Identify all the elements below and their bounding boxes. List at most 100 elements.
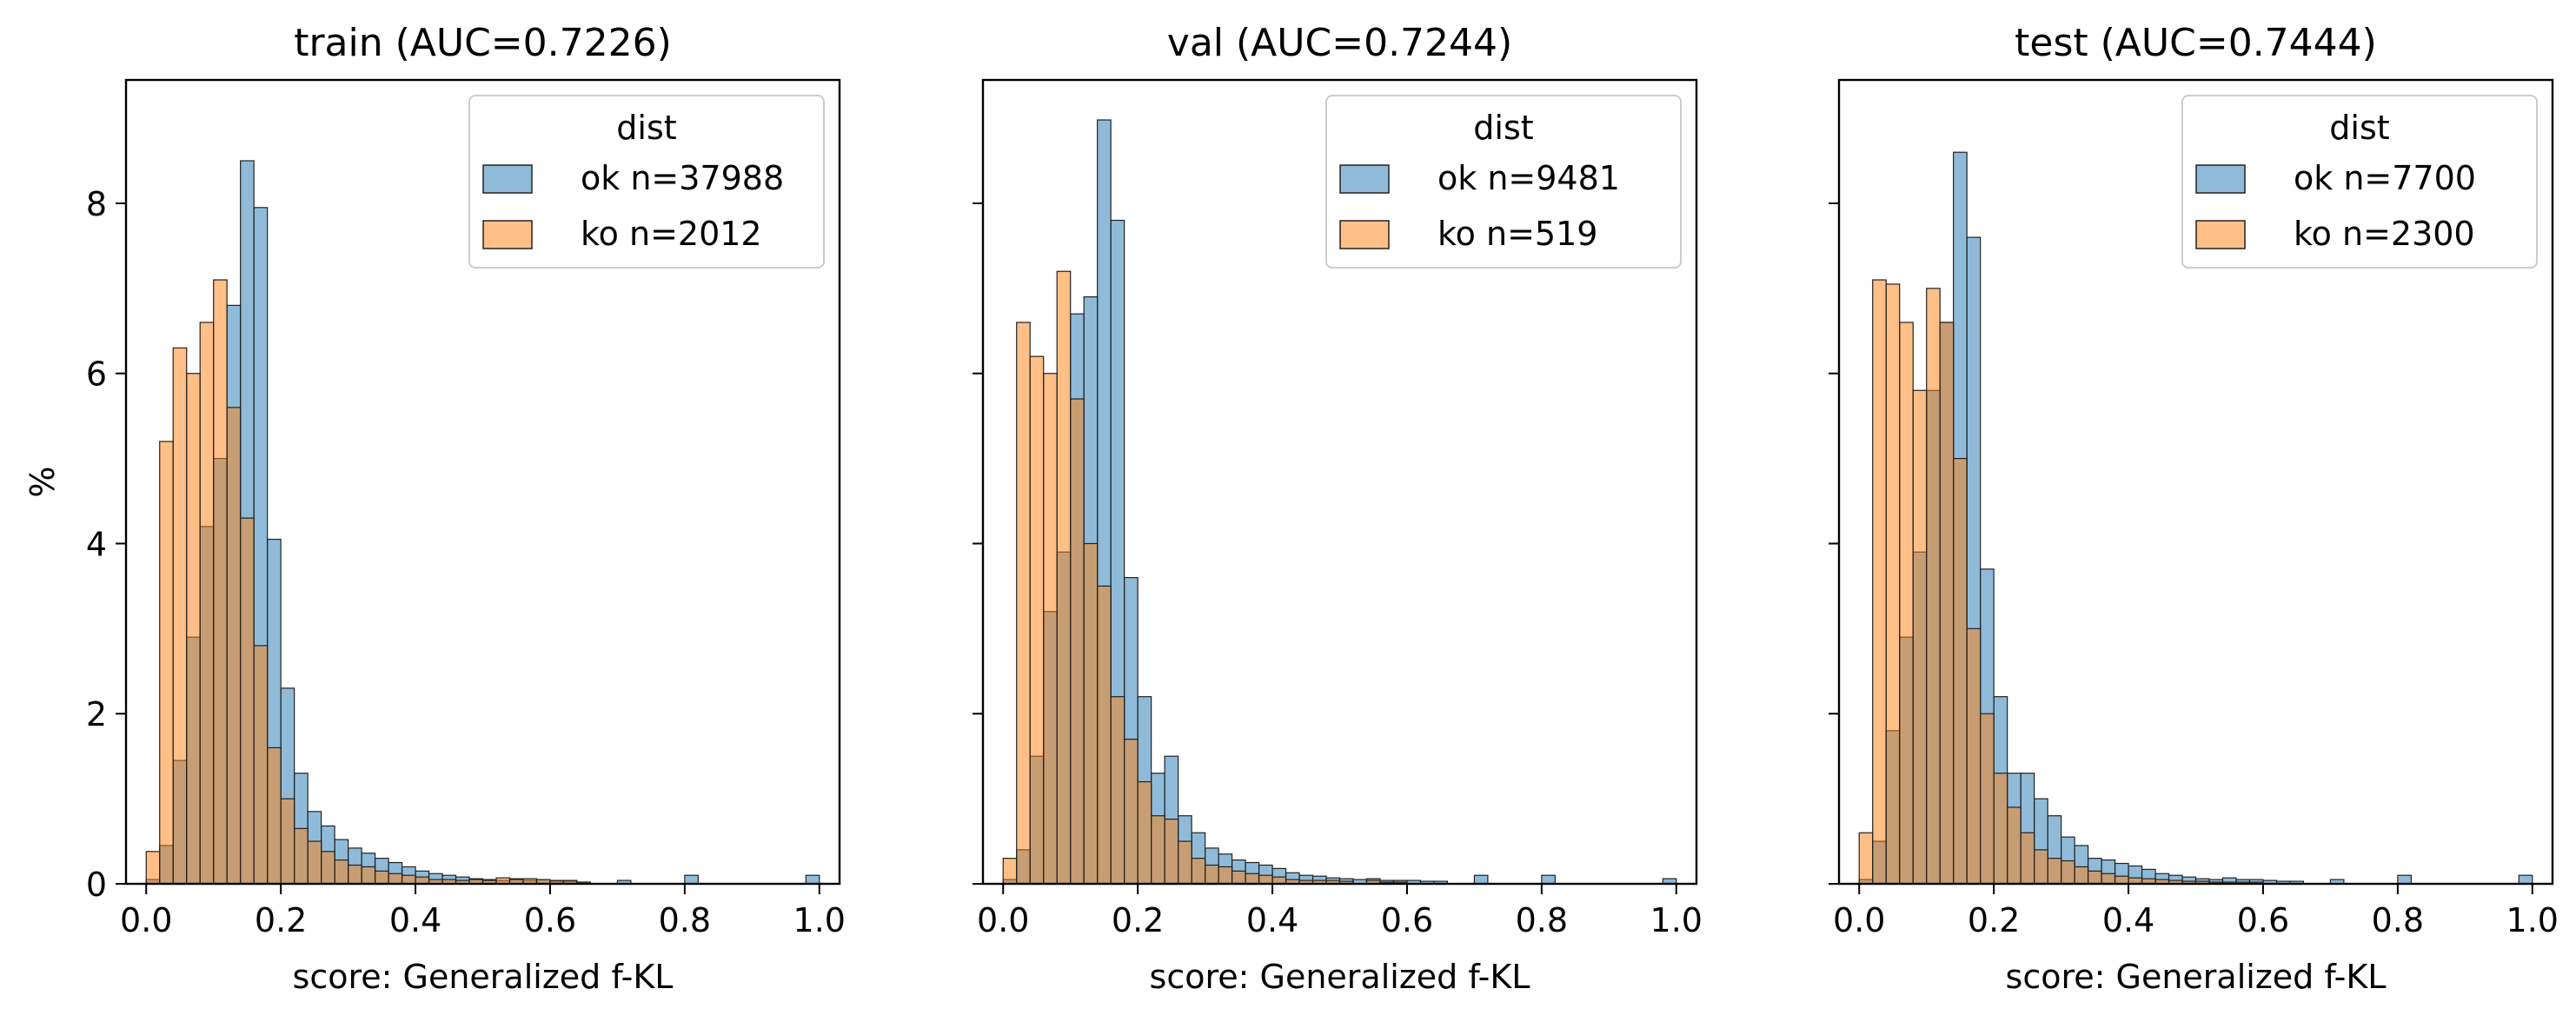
x-axis-label: score: Generalized f-KL <box>293 958 674 996</box>
axes-frame <box>1837 78 2554 886</box>
legend-title: dist <box>616 109 676 147</box>
x-tick-label: 0.0 <box>1833 901 1885 939</box>
legend-title: dist <box>1473 109 1533 147</box>
bar <box>1056 270 1072 885</box>
legend-entry: ko n=2300 <box>2294 215 2475 253</box>
y-tick-label: 0 <box>86 866 107 904</box>
y-tick-label: 8 <box>86 185 107 223</box>
bar <box>334 859 349 885</box>
bar <box>294 827 309 885</box>
bar <box>805 874 820 885</box>
x-tick-label: 0.6 <box>524 901 576 939</box>
panel-0: 0.0 0.2 0.4 0.6 0.8 1.0 0 2 4 6 8 train (AUC=0.7226… <box>23 21 846 996</box>
bar <box>2074 866 2089 885</box>
bar <box>1097 585 1112 885</box>
bar <box>1993 773 2008 885</box>
bar <box>240 517 255 885</box>
bar <box>145 851 161 885</box>
bar <box>1110 696 1125 885</box>
bar <box>1541 874 1556 885</box>
bar <box>1966 627 1982 885</box>
bar <box>1043 373 1058 885</box>
bar <box>1164 819 1179 885</box>
bar <box>684 874 699 885</box>
legend-entry: ok n=9481 <box>1437 159 1620 197</box>
bar <box>253 645 269 885</box>
bar <box>1029 355 1045 885</box>
bar <box>1191 858 1206 885</box>
bar <box>374 870 389 885</box>
legend-entry: ko n=2012 <box>581 215 762 253</box>
x-axis-label: score: Generalized f-KL <box>2006 958 2387 996</box>
bar <box>2087 870 2102 885</box>
bar <box>226 407 242 885</box>
panel-1: 0.0 0.2 0.4 0.6 0.8 1.0 val (AUC=0.7244) score:… <box>973 21 1703 996</box>
legend-swatch <box>2195 164 2246 194</box>
bar <box>1953 457 1968 885</box>
bar <box>1218 866 1233 885</box>
legend: dist ok n=7700 ko n=2300 <box>2181 95 2538 269</box>
bar <box>1204 864 1219 885</box>
legend-box <box>1325 95 1682 269</box>
bar <box>1137 780 1152 885</box>
y-tick-label: 4 <box>86 525 107 563</box>
x-tick-label: 0.8 <box>1516 901 1568 939</box>
bar <box>1939 322 1955 885</box>
x-axis-label: score: Generalized f-KL <box>1150 958 1530 996</box>
legend-swatch <box>482 164 533 194</box>
bar <box>1858 832 1874 885</box>
bar <box>186 373 201 885</box>
bar <box>2518 874 2533 885</box>
y-axis-label: % <box>23 466 62 497</box>
x-tick-label: 1.0 <box>1650 901 1703 939</box>
bar <box>2397 874 2412 885</box>
bar <box>1258 874 1273 885</box>
legend-swatch <box>482 220 533 249</box>
series-1-bars <box>145 279 592 885</box>
x-tick-label: 0.4 <box>2102 901 2154 939</box>
x-tick-label: 0.2 <box>1112 901 1164 939</box>
legend-box <box>468 95 825 269</box>
series-1-bars <box>1858 279 2264 885</box>
bar <box>2020 832 2035 885</box>
bar <box>172 347 188 885</box>
bar <box>321 851 335 885</box>
x-tick-label: 1.0 <box>793 901 846 939</box>
x-tick-label: 0.8 <box>2372 901 2424 939</box>
bar <box>1070 398 1085 885</box>
legend-swatch <box>2195 220 2246 249</box>
bar <box>159 441 174 885</box>
x-tick-label: 0.6 <box>2237 901 2289 939</box>
x-tick-label: 0.6 <box>1381 901 1433 939</box>
chart-title: val (AUC=0.7244) <box>1167 21 1512 65</box>
bar <box>1124 738 1139 885</box>
bar <box>199 322 215 885</box>
bar <box>1899 322 1914 885</box>
axes-frame <box>981 78 1698 886</box>
x-tick-label: 0.2 <box>1968 901 2020 939</box>
legend-swatch <box>1339 220 1390 249</box>
bar <box>1002 858 1018 885</box>
bar <box>1151 815 1165 885</box>
chart-title: test (AUC=0.7444) <box>2015 21 2377 65</box>
chart-title: train (AUC=0.7226) <box>294 21 672 65</box>
legend-entry: ko n=519 <box>1437 215 1597 253</box>
bar <box>2114 875 2129 885</box>
y-tick-label: 2 <box>86 695 107 733</box>
x-tick-label: 0.4 <box>389 901 442 939</box>
bar <box>2007 806 2022 885</box>
bar <box>1980 713 1995 885</box>
legend-box <box>2181 95 2538 269</box>
bar <box>2034 849 2048 885</box>
y-tick-label: 6 <box>86 355 107 394</box>
bar <box>280 798 295 885</box>
bar <box>1231 870 1246 885</box>
x-tick-label: 1.0 <box>2506 901 2559 939</box>
legend-swatch <box>1339 164 1390 194</box>
bar <box>307 840 322 885</box>
bar <box>361 866 376 885</box>
bar <box>1178 840 1192 885</box>
panel-2: 0.0 0.2 0.4 0.6 0.8 1.0 test (AUC=0.7444) score… <box>1829 21 2559 996</box>
legend-entry: ok n=7700 <box>2294 159 2476 197</box>
